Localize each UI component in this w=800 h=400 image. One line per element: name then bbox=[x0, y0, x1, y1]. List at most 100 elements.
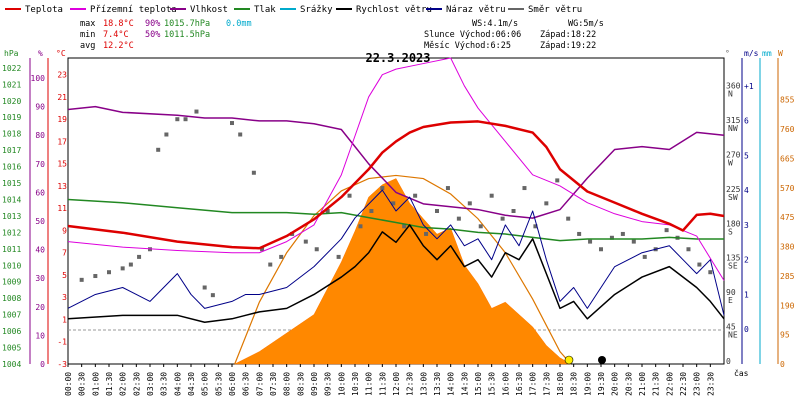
dir-tick-label: 225 bbox=[726, 185, 741, 194]
solar-tick-label: 95 bbox=[780, 331, 790, 340]
wind-dir-point bbox=[120, 266, 125, 271]
stat-max-press: 1015.7hPa bbox=[164, 19, 210, 29]
x-tick-label: 03:00 bbox=[146, 372, 155, 396]
pct-tick-label: 90 bbox=[35, 103, 45, 112]
temp-tick-label: 3 bbox=[62, 293, 67, 302]
x-tick-label: 00:30 bbox=[78, 372, 87, 396]
wind-dir-point bbox=[194, 109, 199, 114]
legend-label-smer: Směr větru bbox=[528, 5, 582, 15]
x-tick-label: 13:00 bbox=[419, 372, 428, 396]
solar-tick-label: 475 bbox=[780, 213, 795, 222]
chart-title: 22.3.2023 bbox=[365, 51, 430, 65]
stat-avg-temp: 12.2°C bbox=[103, 41, 134, 51]
stat-wg: WG:5m/s bbox=[568, 19, 604, 29]
dir-tick-label: 135 bbox=[726, 254, 741, 263]
dir-name-label: SW bbox=[728, 193, 738, 202]
wind-dir-point bbox=[609, 235, 614, 240]
stat-min-press: 1011.5hPa bbox=[164, 30, 210, 40]
dir-tick-label: 0 bbox=[726, 357, 731, 366]
x-tick-label: 04:00 bbox=[173, 372, 182, 396]
x-tick-label: 06:00 bbox=[228, 372, 237, 396]
hpa-tick-label: 1010 bbox=[2, 261, 21, 270]
stat-max-label: max bbox=[80, 19, 95, 29]
wind-dir-point bbox=[380, 186, 385, 191]
hpa-tick-label: 1013 bbox=[2, 212, 21, 221]
pct-tick-label: 20 bbox=[35, 303, 45, 312]
x-tick-label: 06:30 bbox=[242, 372, 251, 396]
pct-tick-label: 60 bbox=[35, 188, 45, 197]
x-tick-label: 07:30 bbox=[269, 372, 278, 396]
wind-dir-point bbox=[599, 247, 603, 252]
x-tick-label: 11:30 bbox=[378, 372, 387, 396]
sun-icon bbox=[564, 355, 574, 365]
hpa-tick-label: 1007 bbox=[2, 311, 21, 320]
wind-speed-line bbox=[67, 224, 725, 324]
wind-dir-point bbox=[478, 224, 483, 229]
solar-tick-label: 570 bbox=[780, 184, 795, 193]
ms-tick-label: 3 bbox=[744, 221, 749, 230]
unit-mm: mm bbox=[762, 49, 772, 58]
wind-gust-line bbox=[67, 189, 725, 316]
wind-dir-point bbox=[238, 132, 243, 137]
wind-dir-point bbox=[128, 262, 133, 267]
pct-tick-label: 100 bbox=[31, 74, 46, 83]
x-tick-label: 07:00 bbox=[255, 372, 264, 396]
stat-max-rain: 0.0mm bbox=[226, 19, 252, 29]
wind-dir-point bbox=[183, 117, 188, 122]
solar-tick-label: 0 bbox=[780, 360, 785, 369]
wind-dir-point bbox=[369, 209, 374, 213]
unit-deg: °C bbox=[56, 49, 66, 58]
x-tick-label: 10:30 bbox=[351, 372, 360, 396]
stat-min-label: min bbox=[80, 30, 95, 40]
x-tick-label: 17:00 bbox=[529, 372, 538, 396]
x-tick-label: 08:00 bbox=[283, 372, 292, 396]
temp-tick-label: 13 bbox=[57, 182, 67, 191]
stat-moon-rise: Měsíc Východ:6:25 bbox=[424, 41, 511, 51]
legend: Teplota Přízemní teplota Vlhkost Tlak Sr… bbox=[5, 5, 582, 15]
stat-avg-label: avg bbox=[80, 41, 95, 51]
legend-label-srazky: Srážky bbox=[300, 5, 333, 15]
ms-tick-label: 0 bbox=[744, 325, 749, 334]
wind-dir-point bbox=[620, 231, 625, 236]
x-tick-label: 22:00 bbox=[665, 372, 674, 396]
stats-block: max 18.8°C 90% 1015.7hPa 0.0mm min 7.4°C… bbox=[80, 19, 604, 51]
dir-tick-label: 360 bbox=[726, 82, 741, 91]
hpa-tick-label: 1016 bbox=[2, 163, 21, 172]
wind-dir-point bbox=[303, 239, 308, 244]
stat-max-temp: 18.8°C bbox=[103, 19, 134, 29]
temp-tick-label: 7 bbox=[62, 249, 67, 258]
x-tick-label: 15:30 bbox=[488, 372, 497, 396]
solar-tick-label: 665 bbox=[780, 154, 795, 163]
wind-dir-point bbox=[202, 285, 207, 290]
x-tick-label: 19:30 bbox=[597, 372, 606, 396]
moon-icon bbox=[598, 356, 606, 364]
wind-dir-point bbox=[336, 254, 341, 259]
ms-tick-label: 1 bbox=[744, 290, 749, 299]
x-tick-label: 00:00 bbox=[64, 372, 73, 396]
axis-unit-headers: hPa % °C ° m/s mm W čas bbox=[4, 49, 783, 378]
x-tick-label: 05:30 bbox=[214, 372, 223, 396]
wind-dir-point bbox=[251, 170, 256, 175]
wind-dir-point bbox=[686, 247, 691, 252]
wind-dir-point bbox=[533, 224, 538, 229]
x-tick-label: 20:30 bbox=[624, 372, 633, 396]
hpa-tick-label: 1005 bbox=[2, 344, 21, 353]
wind-dir-point bbox=[424, 231, 429, 236]
dir-tick-label: 315 bbox=[726, 116, 741, 125]
hpa-tick-label: 1018 bbox=[2, 130, 21, 139]
x-tick-label: 21:00 bbox=[638, 372, 647, 396]
pct-tick-label: 80 bbox=[35, 131, 45, 140]
stat-min-hum: 50% bbox=[145, 30, 160, 40]
wind-dir-point bbox=[511, 209, 516, 213]
stat-max-hum: 90% bbox=[145, 19, 160, 29]
wind-dir-point bbox=[268, 262, 273, 267]
dir-tick-label: 45 bbox=[726, 323, 736, 332]
wind-dir-point bbox=[708, 270, 713, 275]
x-tick-label: 09:00 bbox=[310, 372, 319, 396]
wind-dir-point bbox=[544, 201, 549, 206]
wind-dir-point bbox=[435, 209, 439, 213]
pct-tick-label: 40 bbox=[35, 246, 45, 255]
wind-dir-point bbox=[631, 239, 636, 244]
